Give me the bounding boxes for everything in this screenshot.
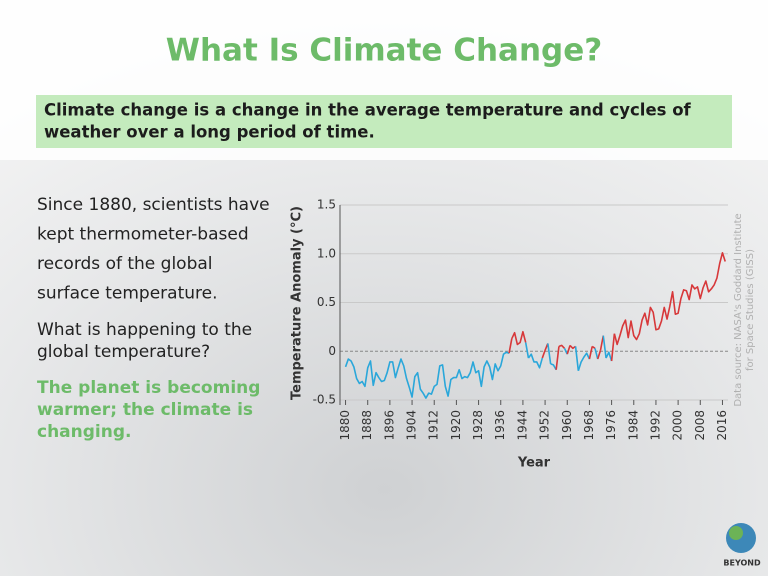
- x-axis-label: Year: [517, 456, 551, 471]
- y-tick-label: 0.5: [317, 295, 336, 309]
- temperature-connector: [594, 348, 599, 360]
- x-tick-label: 1936: [493, 410, 507, 441]
- y-tick-label: 1.5: [317, 198, 336, 212]
- x-tick-label: 1896: [382, 410, 396, 441]
- question-text: global temperature?: [37, 342, 210, 362]
- y-tick-label: 1.0: [317, 246, 336, 260]
- banner-text: weather over a long period of time.: [44, 123, 375, 142]
- x-tick-label: 1960: [560, 410, 574, 441]
- banner: [36, 95, 732, 148]
- temperature-connector: [596, 350, 602, 360]
- x-tick-label: 1920: [449, 410, 463, 441]
- source-note: Data source: NASA's Goddard Institute: [733, 213, 744, 406]
- logo-text: BEYOND: [723, 559, 761, 568]
- temperature-line: [591, 345, 596, 349]
- x-tick-label: 1888: [360, 410, 374, 441]
- x-tick-label: 1984: [626, 410, 640, 441]
- body-text: records of the global: [37, 254, 213, 274]
- y-tick-label: -0.5: [313, 393, 336, 407]
- body-text: Since 1880, scientists have: [37, 195, 270, 215]
- temperature-line: [613, 251, 726, 346]
- slide-title: What Is Climate Change?: [166, 33, 602, 69]
- temperature-connector: [610, 333, 616, 362]
- temperature-line: [344, 351, 510, 399]
- x-tick-label: 1880: [338, 410, 352, 441]
- temperature-connector: [524, 342, 530, 359]
- x-tick-label: 2008: [693, 410, 707, 441]
- temperature-connector: [574, 346, 580, 371]
- x-tick-label: 2000: [671, 410, 685, 441]
- body-text: kept thermometer-based: [37, 225, 249, 245]
- x-tick-label: 1928: [471, 410, 485, 441]
- body-text: surface temperature.: [37, 284, 218, 304]
- temperature-line: [511, 330, 527, 346]
- x-tick-label: 1968: [582, 410, 596, 441]
- logo-globe: [726, 523, 756, 553]
- x-tick-label: 1912: [427, 410, 441, 441]
- source-note: for Space Studies (GISS): [745, 249, 756, 371]
- temperature-connector: [547, 343, 552, 365]
- answer-text: changing.: [37, 422, 131, 442]
- temperature-line: [605, 351, 613, 362]
- logo: BEYOND: [723, 523, 761, 568]
- temperature-connector: [541, 350, 546, 359]
- temperature-line: [569, 344, 577, 350]
- answer-text: The planet is becoming: [37, 378, 260, 398]
- x-tick-label: 1976: [604, 410, 618, 441]
- logo-land: [729, 526, 743, 540]
- temperature-line: [550, 363, 557, 371]
- x-tick-label: 1944: [515, 410, 529, 441]
- banner-text: Climate change is a change in the averag…: [44, 101, 692, 120]
- x-tick-label: 1952: [538, 410, 552, 441]
- temperature-connector: [566, 345, 571, 355]
- answer-text: warmer; the climate is: [37, 400, 253, 420]
- temperature-line: [558, 344, 566, 349]
- x-tick-label: 2016: [715, 410, 729, 441]
- temperature-line: [527, 353, 544, 369]
- temperature-connector: [508, 338, 513, 354]
- question-text: What is happening to the: [37, 320, 252, 340]
- temperature-connector: [555, 346, 560, 370]
- temperature-line: [577, 352, 591, 371]
- temperature-connector: [602, 335, 607, 359]
- y-axis-label: Temperature Anomaly (°C): [290, 206, 305, 400]
- x-tick-label: 1904: [405, 410, 419, 441]
- x-tick-label: 1992: [648, 410, 662, 441]
- y-tick-label: 0: [328, 344, 336, 358]
- temperature-connector: [588, 346, 593, 360]
